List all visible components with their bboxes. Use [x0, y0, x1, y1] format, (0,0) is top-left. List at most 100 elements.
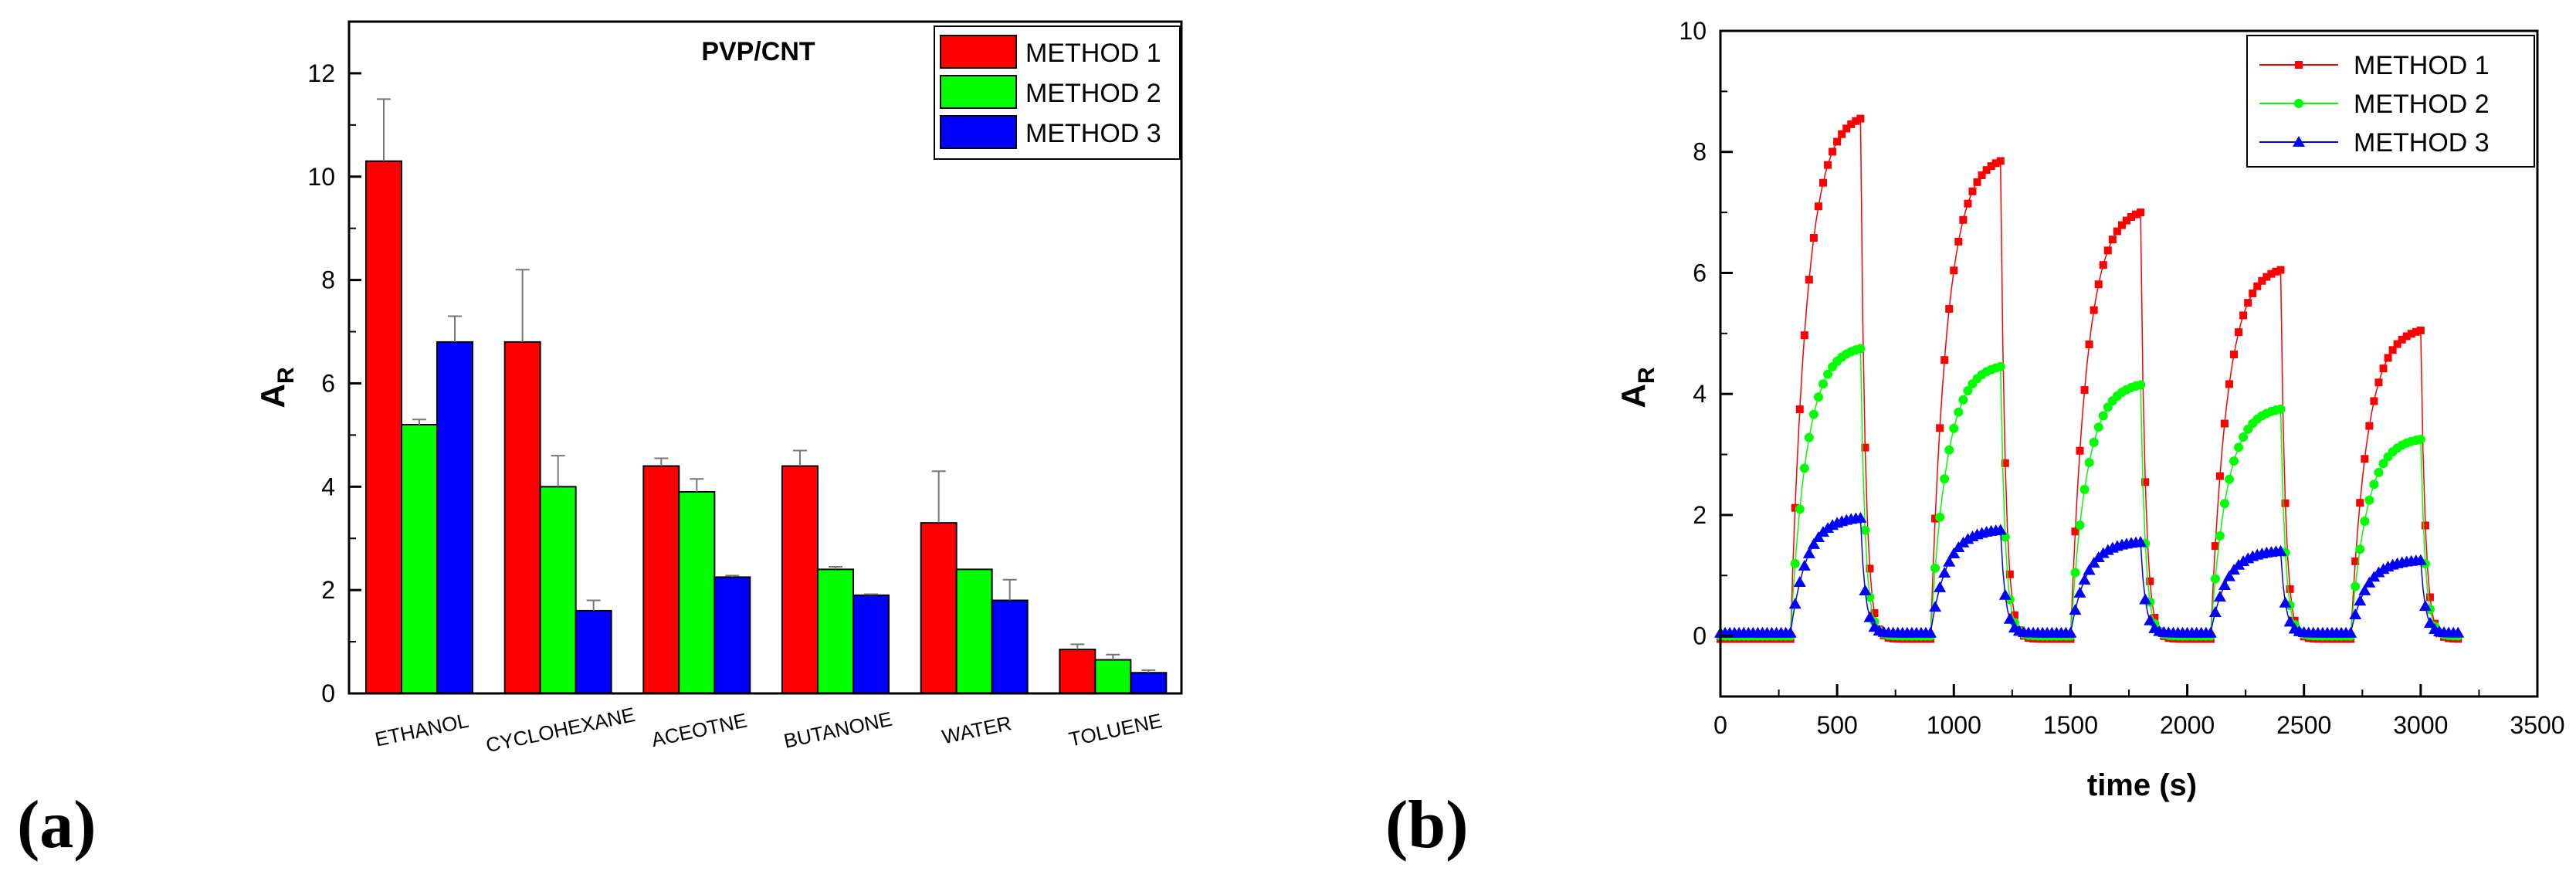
- data-point: [2080, 386, 2089, 395]
- data-point: [2069, 604, 2082, 615]
- y-tick-label: 6: [1693, 259, 1707, 286]
- data-point: [1800, 331, 1808, 340]
- data-point: [2363, 576, 2376, 588]
- data-point: [2225, 380, 2233, 388]
- data-point: [1847, 120, 1856, 128]
- data-point: [1795, 405, 1804, 414]
- x-tick-label: 500: [1816, 711, 1857, 739]
- data-point: [2071, 527, 2079, 536]
- y-tick-label: 10: [1679, 17, 1707, 45]
- data-point: [1842, 124, 1851, 133]
- data-point: [1819, 178, 1828, 187]
- data-point: [1795, 504, 1805, 514]
- data-point: [2398, 335, 2406, 344]
- plot-frame: [347, 20, 1183, 695]
- data-point: [2361, 455, 2369, 463]
- data-point: [2094, 280, 2103, 289]
- data-point: [2005, 570, 2014, 578]
- data-point: [1823, 369, 1833, 379]
- bar-method-3-butanone: [852, 594, 890, 694]
- data-point: [1852, 117, 1860, 125]
- x-category-label: CYCLOHEXANE: [484, 703, 637, 757]
- data-point: [2075, 520, 2085, 530]
- legend-swatch: [940, 35, 1017, 69]
- data-point: [2093, 422, 2103, 432]
- x-tick-label: 3500: [2510, 711, 2564, 739]
- data-point: [2239, 432, 2249, 442]
- data-point: [2215, 530, 2225, 541]
- data-point: [2078, 574, 2091, 585]
- data-point: [2414, 554, 2427, 565]
- scatter-chart-panel-b: 0 500 1000 1500 2000 2500 3000 3500 0 2 4 6 8 10 time…: [1615, 17, 2565, 802]
- x-category-label: ETHANOL: [373, 709, 470, 751]
- data-point: [2358, 584, 2371, 595]
- bar-method-3-aceotne: [713, 576, 751, 695]
- data-point: [1959, 215, 1968, 224]
- y-tick-label: 12: [307, 59, 335, 87]
- panel-label-b: (b): [1385, 788, 1469, 863]
- data-point: [2272, 267, 2280, 276]
- data-point: [1995, 361, 2005, 371]
- data-point: [2253, 282, 2262, 290]
- data-point: [1793, 576, 1806, 588]
- data-point: [2354, 595, 2367, 606]
- data-point: [2425, 593, 2434, 602]
- y-tick-label: 4: [1693, 380, 1707, 408]
- data-point: [2141, 478, 2150, 486]
- data-point: [1788, 598, 1802, 609]
- data-point: [1930, 563, 1940, 573]
- data-point: [1936, 424, 1944, 432]
- data-point: [1860, 525, 1870, 535]
- x-category-label: WATER: [940, 711, 1013, 748]
- data-point: [2360, 516, 2370, 526]
- data-point: [1958, 395, 1968, 405]
- data-point: [2146, 577, 2154, 585]
- data-point: [1833, 137, 1842, 146]
- data-point: [2132, 210, 2140, 219]
- data-point: [2286, 585, 2294, 593]
- data-point: [1931, 514, 1940, 523]
- data-point: [1798, 559, 1811, 571]
- data-point: [1799, 463, 1809, 473]
- data-point: [2262, 273, 2271, 281]
- legend-label: METHOD 1: [2354, 51, 2490, 80]
- panel-label-a: (a): [17, 788, 97, 863]
- data-point: [2064, 626, 2077, 638]
- y-tick-label: 0: [321, 680, 335, 707]
- data-point: [2274, 544, 2287, 556]
- data-point: [1938, 566, 1951, 578]
- data-point: [2211, 542, 2219, 551]
- data-point: [2416, 326, 2425, 334]
- y-tick-label: 0: [1693, 622, 1707, 650]
- data-point: [1866, 564, 1874, 573]
- bar-chart-panel-a: 0 2 4 6 8 10 12 ETHANOL CYCLOHEXANE ACEOTNE BUTANO…: [254, 20, 1183, 757]
- legend-swatch: [940, 115, 1017, 149]
- data-point: [2234, 442, 2244, 452]
- bar-method-2-cyclohexane: [539, 486, 577, 694]
- data-point: [2099, 261, 2107, 269]
- data-point: [1987, 162, 1995, 171]
- x-tick-label: 2500: [2276, 711, 2331, 739]
- data-point: [1838, 130, 1846, 138]
- data-point: [2258, 276, 2266, 285]
- data-point: [1994, 524, 2007, 535]
- data-point: [1964, 199, 1972, 208]
- x-category-label: ACEOTNE: [649, 708, 749, 751]
- data-point: [1963, 386, 1973, 396]
- data-point: [1791, 503, 1799, 512]
- bar-method-1-aceotne: [642, 465, 680, 694]
- data-point: [2370, 397, 2378, 405]
- data-point: [1859, 584, 1872, 595]
- y-tick-label: 6: [321, 369, 335, 397]
- data-point: [2384, 354, 2392, 362]
- data-point: [2003, 612, 2016, 624]
- data-point: [1818, 379, 1829, 389]
- data-point: [1944, 445, 1954, 455]
- data-point: [2421, 521, 2429, 530]
- data-point: [2235, 328, 2243, 337]
- data-point: [2219, 499, 2229, 509]
- data-point: [2113, 227, 2121, 236]
- data-point: [2276, 404, 2286, 414]
- legend-swatch: [940, 75, 1017, 109]
